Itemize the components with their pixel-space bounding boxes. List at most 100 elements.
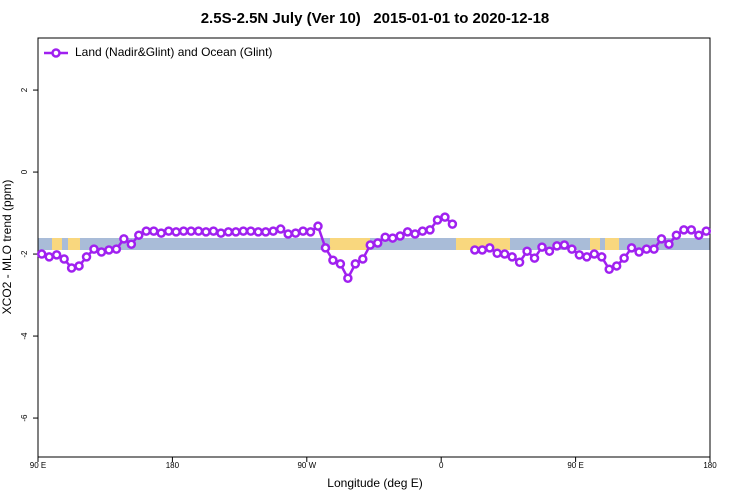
point (410, 229, 420, 239)
point (148, 226, 159, 236)
point (649, 244, 659, 254)
point (66, 263, 77, 273)
point (358, 254, 368, 264)
point (507, 252, 517, 262)
point (193, 226, 204, 236)
y-axis-label: XCO2 - MLO trend (ppm) (0, 180, 14, 315)
x-tick-label: 90 W (297, 461, 316, 470)
point (343, 273, 353, 283)
point (440, 212, 450, 222)
point (178, 226, 189, 236)
point (186, 226, 196, 236)
point (589, 249, 600, 259)
point (223, 227, 234, 237)
point (298, 226, 308, 236)
x-tick-label: 90 E (30, 461, 46, 470)
point (596, 252, 607, 262)
point (163, 226, 174, 236)
point (119, 234, 129, 244)
point (499, 249, 510, 259)
point (552, 241, 562, 251)
point (477, 245, 488, 255)
point (44, 252, 54, 262)
point (320, 243, 331, 253)
legend-label: Land (Nadir&Glint) and Ocean (Glint) (75, 45, 272, 59)
plot-frame (37, 37, 711, 458)
point (447, 219, 458, 229)
point (305, 227, 316, 237)
land-band (605, 238, 619, 250)
point (350, 259, 361, 269)
land-band (456, 238, 510, 250)
point (574, 250, 585, 260)
x-tick-label: 180 (166, 461, 180, 470)
point (96, 247, 107, 257)
legend-marker (51, 48, 61, 58)
y-tick-label: 0 (20, 169, 29, 174)
point (686, 225, 697, 235)
point (141, 226, 152, 236)
point (470, 245, 480, 255)
chart-title: 2.5S-2.5N July (Ver 10) 2015-01-01 to 20… (201, 10, 550, 27)
point (611, 261, 622, 271)
point (238, 226, 249, 236)
x-axis-label: Longitude (deg E) (327, 476, 422, 490)
point (425, 225, 435, 235)
y-tick-label: -2 (20, 250, 29, 258)
point (36, 249, 47, 259)
point (365, 240, 376, 250)
point (567, 244, 577, 254)
point (514, 257, 525, 268)
land-band (68, 238, 80, 250)
point (395, 231, 405, 241)
point (559, 240, 570, 250)
point (387, 233, 398, 243)
point (201, 227, 211, 237)
point (59, 254, 69, 264)
point (156, 228, 166, 238)
point (253, 227, 264, 237)
point (216, 228, 226, 238)
point (694, 230, 704, 240)
point (208, 226, 219, 236)
point (522, 246, 532, 256)
point (171, 227, 181, 237)
point (51, 250, 62, 260)
y-tick-label: -6 (20, 414, 29, 422)
point (328, 255, 338, 265)
point (544, 246, 555, 256)
point (492, 248, 502, 258)
point (104, 245, 114, 255)
point (74, 261, 84, 271)
point (537, 242, 547, 252)
y-tick-label: 2 (20, 87, 29, 92)
x-tick-label: 90 E (567, 461, 583, 470)
y-tick-label: -4 (20, 332, 29, 340)
point (626, 243, 637, 253)
point (582, 252, 592, 262)
land-band (52, 238, 62, 250)
point (81, 252, 92, 262)
land-band (590, 238, 600, 250)
point (402, 227, 413, 237)
point (126, 239, 137, 249)
point (231, 227, 241, 237)
x-tick-label: 0 (439, 461, 444, 470)
point (671, 230, 682, 240)
point (634, 247, 644, 257)
point (283, 229, 293, 239)
point (679, 225, 689, 235)
land-band (330, 238, 370, 250)
point (529, 253, 540, 263)
point (701, 226, 712, 236)
point (134, 230, 144, 240)
point (89, 244, 99, 254)
point (380, 232, 390, 243)
point (641, 244, 652, 254)
point (656, 234, 667, 244)
point (335, 259, 346, 269)
point (290, 228, 301, 238)
point (372, 238, 383, 248)
point (313, 221, 323, 231)
